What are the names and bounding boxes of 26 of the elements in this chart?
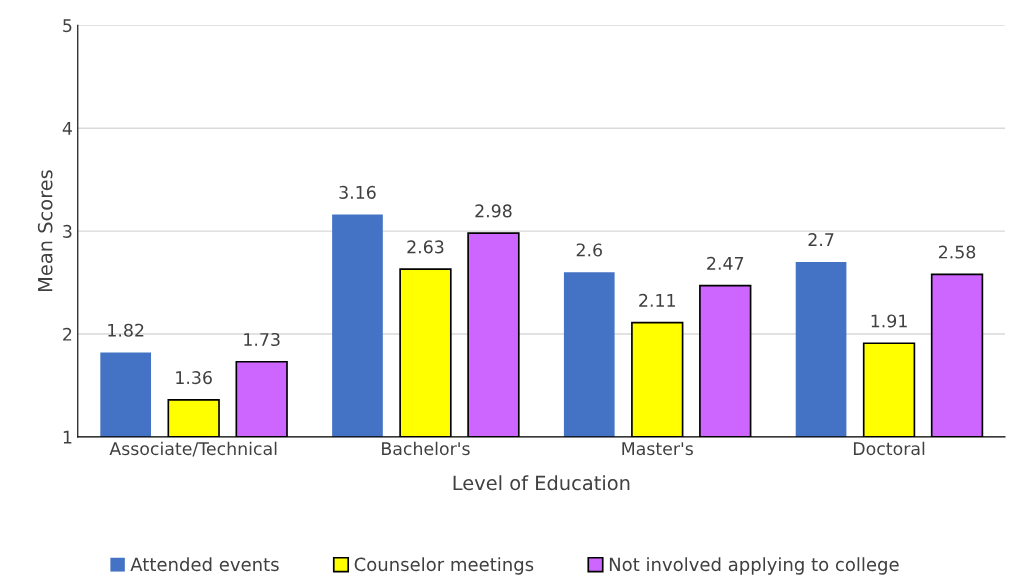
- data-label: 2.7: [808, 233, 834, 246]
- data-label: 2.11: [639, 293, 675, 307]
- y-tick-label: 1: [63, 430, 72, 444]
- x-tick-label: Bachelor's: [382, 441, 470, 456]
- x-tick-label: Associate/Technical: [109, 441, 277, 457]
- y-tick-label: 3: [63, 224, 72, 238]
- data-label: 3.16: [339, 185, 376, 199]
- data-label: 1.82: [108, 323, 144, 337]
- data-label: 1.36: [176, 371, 212, 385]
- data-label: 2.6: [576, 243, 602, 257]
- data-label: 2.58: [938, 245, 976, 259]
- y-tick-label: 5: [63, 19, 72, 33]
- x-tick-label: Doctoral: [853, 441, 925, 456]
- data-label: 2.63: [407, 240, 444, 254]
- y-axis-title: Mean Scores: [37, 170, 53, 292]
- data-label: 2.98: [475, 204, 512, 218]
- legend-label: Counselor meetings: [354, 557, 534, 575]
- data-label: 2.47: [707, 256, 744, 270]
- data-label: 1.91: [871, 314, 907, 328]
- legend-label: Not involved applying to college: [609, 557, 899, 575]
- x-axis-title: Level of Education: [453, 475, 630, 491]
- data-label: 1.73: [244, 332, 280, 347]
- x-tick-label: Master's: [622, 442, 693, 456]
- legend-label: Attended events: [130, 557, 279, 572]
- y-tick-label: 4: [62, 122, 72, 135]
- y-tick-label: 2: [63, 327, 72, 341]
